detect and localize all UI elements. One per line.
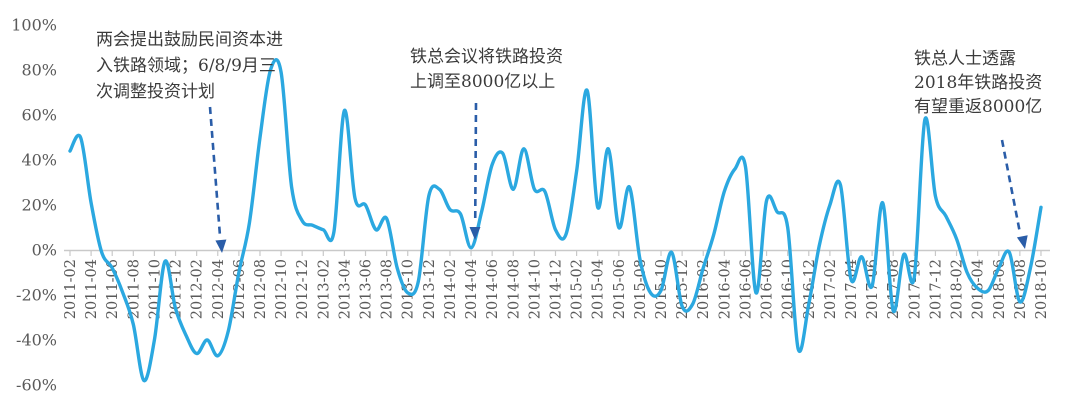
x-tick-label: 2012-06 xyxy=(232,259,248,319)
x-tick-label: 2014-12 xyxy=(549,259,565,319)
x-tick-label: 2013-02 xyxy=(316,259,332,319)
x-tick-label: 2017-12 xyxy=(928,259,944,319)
y-tick-label: 20% xyxy=(21,196,57,215)
x-tick-label: 2016-06 xyxy=(739,259,755,319)
x-tick-label: 2012-08 xyxy=(253,259,269,319)
y-tick-label: 100% xyxy=(11,16,57,35)
x-tick-label: 2015-06 xyxy=(612,259,628,319)
y-tick-label: -60% xyxy=(16,376,57,395)
x-tick-label: 2014-02 xyxy=(443,259,459,319)
x-tick-label: 2013-06 xyxy=(359,259,375,319)
x-tick-label: 2017-02 xyxy=(823,259,839,319)
y-tick-label: 60% xyxy=(21,106,57,125)
x-tick-label: 2011-12 xyxy=(169,259,185,319)
annotation-arrow-2012-04 xyxy=(208,106,227,253)
annotation-line: 两会提出鼓励民间资本进 xyxy=(96,30,283,50)
annotation-arrow-2018-08 xyxy=(1000,139,1028,249)
x-tick-label: 2018-02 xyxy=(950,259,966,319)
x-tick-label: 2014-04 xyxy=(464,259,480,319)
x-tick-label: 2013-04 xyxy=(337,259,353,319)
y-tick-label: 80% xyxy=(21,61,57,80)
x-tick-label: 2012-12 xyxy=(295,259,311,319)
x-tick-label: 2015-02 xyxy=(570,259,586,319)
annotation-line: 有望重返8000亿 xyxy=(914,97,1043,117)
x-tick-label: 2011-06 xyxy=(105,259,121,319)
y-tick-label: -20% xyxy=(16,286,57,305)
y-tick-label: 0% xyxy=(32,241,57,260)
x-tick-label: 2011-04 xyxy=(84,259,100,319)
annotation-line: 铁总会议将铁路投资 xyxy=(410,47,563,67)
x-tick-label: 2014-08 xyxy=(506,259,522,319)
x-tick-label: 2013-12 xyxy=(422,259,438,319)
x-tick-label: 2015-12 xyxy=(675,259,691,319)
x-tick-label: 2016-08 xyxy=(760,259,776,319)
x-tick-label: 2011-02 xyxy=(63,259,79,319)
x-tick-label: 2017-06 xyxy=(865,259,881,319)
x-tick-label: 2016-04 xyxy=(717,259,733,319)
x-tick-label: 2018-10 xyxy=(1034,259,1050,319)
x-tick-label: 2012-02 xyxy=(190,259,206,319)
y-tick-label: 40% xyxy=(21,151,57,170)
x-tick-label: 2012-04 xyxy=(211,259,227,319)
annotation-line: 铁总人士透露 xyxy=(914,49,1016,69)
x-tick-label: 2011-08 xyxy=(126,259,142,319)
x-tick-label: 2013-10 xyxy=(401,259,417,319)
x-tick-label: 2015-04 xyxy=(591,259,607,319)
x-tick-label: 2014-06 xyxy=(485,259,501,319)
annotation-line: 2018年铁路投资 xyxy=(914,73,1043,93)
annotation-line: 次调整投资计划 xyxy=(96,82,215,102)
x-tick-label: 2013-08 xyxy=(380,259,396,319)
x-tick-label: 2012-10 xyxy=(274,259,290,319)
annotation-line: 入铁路领域；6/8/9月三 xyxy=(96,56,276,76)
annotation-crc-meeting-800b: 铁总会议将铁路投资 上调至8000亿以上 xyxy=(410,45,563,95)
x-tick-label: 2017-10 xyxy=(907,259,923,319)
annotation-2018-return-800b: 铁总人士透露 2018年铁路投资 有望重返8000亿 xyxy=(914,47,1042,119)
annotation-two-sessions-private-capital: 两会提出鼓励民间资本进 入铁路领域；6/8/9月三 次调整投资计划 xyxy=(96,27,283,105)
x-tick-label: 2014-10 xyxy=(527,259,543,319)
y-tick-label: -40% xyxy=(16,331,57,350)
x-tick-label: 2018-08 xyxy=(1013,259,1029,319)
annotation-line: 上调至8000亿以上 xyxy=(410,72,556,92)
annotation-arrow-2014-04 xyxy=(469,102,481,240)
data-series-line xyxy=(68,58,1043,383)
